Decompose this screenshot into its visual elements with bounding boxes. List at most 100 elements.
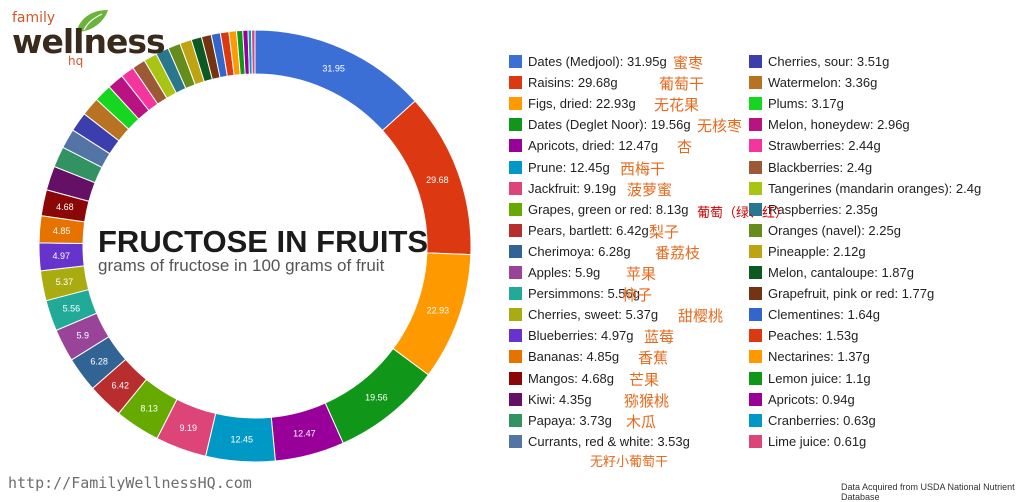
slice-label-apricots-dried: 12.47 xyxy=(293,429,316,439)
legend-swatch xyxy=(509,392,522,406)
slice-label-raisins: 29.68 xyxy=(426,175,449,185)
logo-wellness-text: wellness xyxy=(12,22,166,61)
legend-cn-label: 木瓜 xyxy=(626,412,657,431)
slice-lime-juice[interactable] xyxy=(251,29,256,75)
legend-swatch xyxy=(509,55,522,68)
logo-hq-text: hq xyxy=(68,54,84,68)
legend-label: Grapefruit, pink or red: 1.77g xyxy=(768,286,935,302)
slice-label-persimmons: 5.56 xyxy=(63,304,81,314)
legend-swatch xyxy=(749,392,762,406)
legend-cn-label: 葡萄干 xyxy=(659,75,705,94)
legend-swatch xyxy=(509,139,522,153)
slice-label-figs-dried: 22.93 xyxy=(427,306,450,316)
legend-label: Dates (Medjool): 31.95g xyxy=(528,54,667,69)
legend-swatch xyxy=(509,287,522,301)
slice-label-prune: 12.45 xyxy=(231,435,254,445)
legend-swatch xyxy=(749,160,762,174)
legend-swatch xyxy=(749,266,762,279)
slice-label-blueberries: 4.97 xyxy=(52,251,70,261)
legend-swatch xyxy=(749,244,762,258)
legend-cn-label: 猕猴桃 xyxy=(624,391,670,410)
legend-label: Bananas: 4.85g xyxy=(528,349,620,365)
grapes-cn-label: 葡萄（绿、红） xyxy=(697,205,789,221)
legend-label: Raspberries: 2.35g xyxy=(768,201,878,217)
legend-cn-label: 香蕉 xyxy=(638,349,669,368)
legend-cn-label: 杏 xyxy=(677,138,693,157)
legend-label: Apricots, dried: 12.47g xyxy=(528,138,659,154)
legend-label: Persimmons: 5.56g xyxy=(528,286,640,302)
legend-swatch xyxy=(509,244,522,258)
legend-swatch xyxy=(749,181,762,195)
slice-label-cherries-sweet: 5.37 xyxy=(56,277,74,287)
legend-label: Cranberries: 0.63g xyxy=(768,412,876,428)
legend-cn-label: 柿子 xyxy=(622,286,653,305)
legend-swatch xyxy=(749,350,762,364)
legend-swatch xyxy=(509,371,522,385)
logo-family-text: family xyxy=(12,10,56,26)
leaf-icon xyxy=(76,10,108,32)
logo[interactable]: family wellness hq xyxy=(10,8,180,68)
legend-swatch xyxy=(509,181,522,195)
slice-label-bananas: 4.85 xyxy=(53,226,71,236)
legend-swatch xyxy=(749,371,762,385)
legend-label: Grapes, green or red: 8.13g xyxy=(528,201,689,217)
legend-swatch xyxy=(509,266,522,279)
legend-label: Melon, honeydew: 2.96g xyxy=(768,117,910,133)
legend-label: Currants, red & white: 3.53g xyxy=(528,433,690,449)
legend-label: Figs, dried: 22.93g xyxy=(528,96,636,112)
legend-swatch xyxy=(749,287,762,301)
legend-label: Melon, cantaloupe: 1.87g xyxy=(768,265,914,280)
legend-label: Cherries, sweet: 5.37g xyxy=(528,307,659,323)
legend-swatch xyxy=(509,118,522,132)
legend-cn-label: 芒果 xyxy=(629,370,660,389)
legend-label: Dates (Deglet Noor): 19.56g xyxy=(528,117,691,133)
legend-cn-label: 甜樱桃 xyxy=(678,307,724,326)
slice-label-apples: 5.9 xyxy=(77,330,90,340)
legend-cn-label: 无花果 xyxy=(654,96,700,115)
legend-cn-label: 蓝莓 xyxy=(644,328,675,347)
slice-label-grapes-green-or-red: 8.13 xyxy=(140,404,158,414)
legend-swatch xyxy=(509,160,522,174)
slice-label-jackfruit: 9.19 xyxy=(180,423,198,433)
legend-swatch xyxy=(749,308,762,322)
legend-label: Nectarines: 1.37g xyxy=(768,349,870,365)
legend-label: Mangos: 4.68g xyxy=(528,370,615,386)
legend-swatch xyxy=(509,413,522,427)
slice-dates-medjool[interactable] xyxy=(254,29,416,132)
legend-label: Apples: 5.9g xyxy=(528,265,601,280)
legend-label: Pineapple: 2.12g xyxy=(768,243,866,259)
legend-swatch xyxy=(749,413,762,427)
legend-swatch xyxy=(509,223,522,237)
legend-swatch xyxy=(749,202,762,216)
legend-swatch xyxy=(509,350,522,364)
legend-cn-label: 无籽小葡萄干 xyxy=(590,454,669,470)
data-source: Data Acquired from USDA National Nutrien… xyxy=(841,482,1015,502)
chart-title: FRUCTOSE IN FRUITS xyxy=(98,224,429,259)
legend-swatch xyxy=(749,223,762,237)
legend-label: Cherimoya: 6.28g xyxy=(528,243,631,259)
legend-label: Oranges (navel): 2.25g xyxy=(768,222,901,238)
legend-label: Prune: 12.45g xyxy=(528,159,610,175)
legend-swatch xyxy=(509,202,522,216)
legend-label: Blackberries: 2.4g xyxy=(768,159,873,175)
legend-label: Blueberries: 4.97g xyxy=(528,328,634,344)
legend-label: Plums: 3.17g xyxy=(768,96,844,112)
legend-label: Lime juice: 0.61g xyxy=(768,433,867,449)
slice-label-dates-deglet-noor: 19.56 xyxy=(365,392,388,402)
legend-label: Watermelon: 3.36g xyxy=(768,75,878,91)
legend-swatch xyxy=(749,55,762,68)
legend-cn-label: 番荔枝 xyxy=(655,243,701,262)
legend-label: Kiwi: 4.35g xyxy=(528,391,592,407)
legend-label: Apricots: 0.94g xyxy=(768,391,855,407)
legend-cn-label: 西梅干 xyxy=(620,159,666,178)
legend-swatch xyxy=(509,329,522,343)
slice-label-mangos: 4.68 xyxy=(56,202,74,212)
legend-swatch xyxy=(749,329,762,343)
legend-swatch xyxy=(509,97,522,111)
legend-swatch xyxy=(749,76,762,90)
legend-label: Cherries, sour: 3.51g xyxy=(768,54,890,69)
legend-label: Raisins: 29.68g xyxy=(528,75,618,91)
site-url[interactable]: http://FamilyWellnessHQ.com xyxy=(8,474,252,492)
legend-label: Peaches: 1.53g xyxy=(768,328,859,344)
